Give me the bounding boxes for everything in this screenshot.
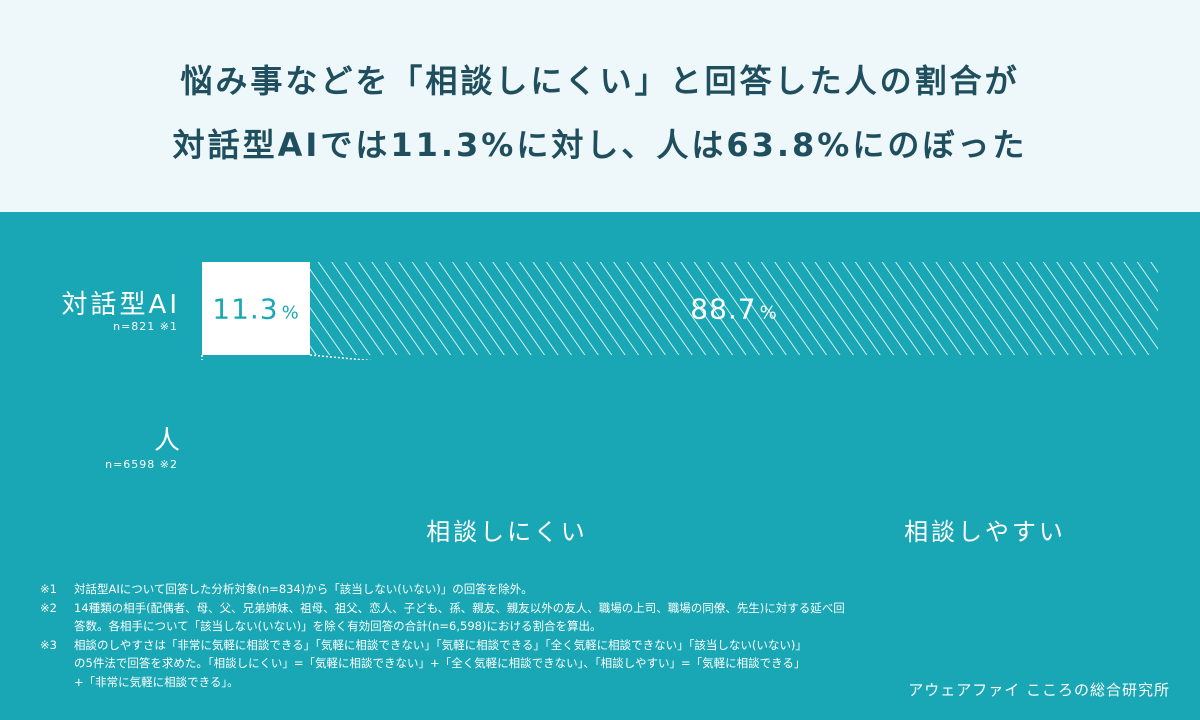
footnote-2: ※2 14種類の相手(配偶者、母、父、兄弟姉妹、祖母、祖父、恋人、子ども、孫、親友…: [40, 599, 854, 636]
header: 悩み事などを「相談しにくい」と回答した人の割合が 対話型AIでは11.3%に対し…: [0, 0, 1200, 212]
footnotes: ※1 対話型AIについて回答した分析対象(n=834)から「該当しない(いない)」…: [40, 580, 854, 691]
footnote-text: 対話型AIについて回答した分析対象(n=834)から「該当しない(いない)」の回…: [74, 582, 533, 596]
category-note-ai: n=821 ※1: [113, 320, 178, 333]
footnote-mark: ※1: [40, 582, 57, 596]
data-label: 11.3%: [212, 293, 299, 326]
category-label-ai: 対話型AI: [61, 290, 180, 320]
bar-segment: [202, 262, 311, 355]
brand-logo-text: アウェアファイ こころの総合研究所: [908, 681, 1170, 699]
connector-line: [309, 354, 373, 360]
footnote-mark: ※3: [40, 637, 57, 652]
bar-segment: [310, 262, 1158, 355]
category-label-person: 人: [153, 426, 180, 456]
title-line-2: 対話型AIでは11.3%に対し、人は63.8%にのぼった: [172, 126, 1028, 164]
footnote-1: ※1 対話型AIについて回答した分析対象(n=834)から「該当しない(いない)」…: [40, 580, 854, 599]
series-label-easy-to-consult: 相談しやすい: [904, 518, 1066, 546]
footnote-mark: ※2: [40, 600, 57, 615]
data-label: 88.7%: [690, 293, 777, 326]
stacked-bar-chart: 11.3%88.7%63.8%36.2%: [201, 262, 1158, 360]
footnote-text: 14種類の相手(配偶者、母、父、兄弟姉妹、祖母、祖父、恋人、子ども、孫、親友、親…: [74, 600, 845, 634]
category-note-person: n=6598 ※2: [105, 458, 178, 471]
footnote-text: 相談のしやすさは「非常に気軽に相談できる」「気軽に相談できない」「気軽に相談でき…: [74, 637, 807, 689]
footnote-3: ※3 相談のしやすさは「非常に気軽に相談できる」「気軽に相談できない」「気軽に相談…: [40, 636, 854, 692]
title-line-1: 悩み事などを「相談しにくい」と回答した人の割合が: [180, 62, 1020, 100]
series-label-hard-to-consult: 相談しにくい: [426, 518, 588, 546]
